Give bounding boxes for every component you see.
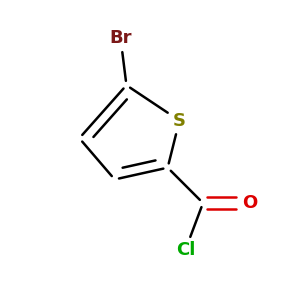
Text: O: O — [242, 194, 258, 212]
Text: Br: Br — [109, 29, 132, 47]
Text: S: S — [173, 112, 186, 130]
Text: Cl: Cl — [176, 241, 195, 259]
